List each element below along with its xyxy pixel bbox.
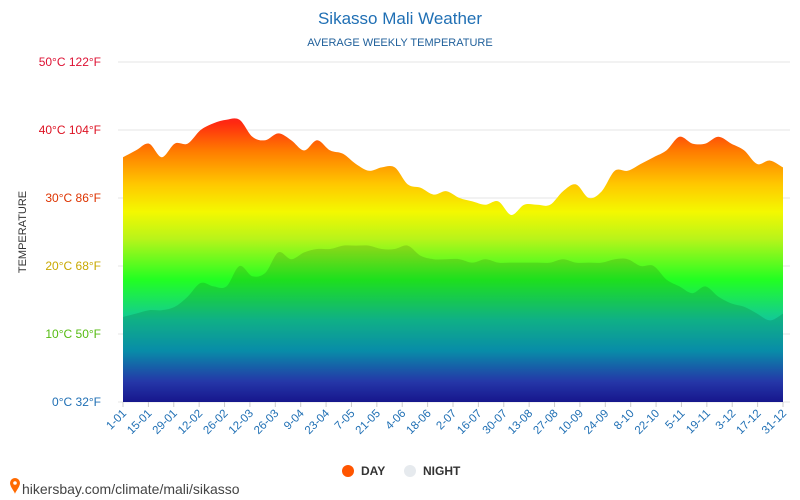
y-axis-label: TEMPERATURE [17, 191, 29, 273]
night-temperature-area[interactable] [123, 245, 783, 402]
legend-night-marker[interactable] [404, 465, 416, 477]
x-tick-label: 30-07 [481, 408, 510, 437]
x-tick-label: 27-08 [531, 408, 560, 437]
y-tick-label: 20°C 68°F [45, 259, 101, 273]
chart-subtitle: AVERAGE WEEKLY TEMPERATURE [307, 37, 492, 49]
x-tick-label: 17-12 [734, 408, 763, 437]
legend: DAY NIGHT [342, 464, 461, 478]
y-tick-label: 40°C 104°F [39, 123, 101, 137]
location-pin-dot [13, 481, 17, 485]
x-tick-label: 21-05 [354, 408, 383, 437]
night-temperature-shade [123, 245, 783, 402]
x-tick-label: 10-09 [557, 408, 586, 437]
location-pin-icon [10, 478, 20, 494]
x-tick-label: 12-03 [227, 408, 256, 437]
x-tick-label: 19-11 [684, 408, 713, 437]
x-tick-label: 16-07 [455, 408, 484, 437]
y-tick-label: 10°C 50°F [45, 327, 101, 341]
legend-night-label[interactable]: NIGHT [423, 464, 461, 478]
legend-day-marker[interactable] [342, 465, 354, 477]
y-tick-label: 50°C 122°F [39, 55, 101, 69]
x-tick-label: 29-01 [151, 408, 180, 437]
x-tick-label: 24-09 [582, 408, 611, 437]
x-tick-label: 22-10 [633, 408, 662, 437]
x-tick-label: 31-12 [760, 408, 789, 437]
x-tick-label: 13-08 [506, 408, 535, 437]
x-tick-label: 26-02 [201, 408, 230, 437]
temperature-areas [123, 118, 783, 402]
chart-title: Sikasso Mali Weather [318, 9, 482, 28]
y-tick-label: 30°C 86°F [45, 191, 101, 205]
y-tick-label: 0°C 32°F [52, 395, 101, 409]
x-tick-label: 23-04 [303, 407, 333, 437]
legend-day-label[interactable]: DAY [361, 464, 385, 478]
y-tick-labels: 0°C 32°F 10°C 50°F 20°C 68°F 30°C 86°F 40°C … [39, 55, 101, 409]
source-link[interactable]: hikersbay.com/climate/mali/sikasso [10, 478, 240, 497]
x-tick-label: 18-06 [404, 408, 433, 437]
x-tick-label: 15-01 [125, 408, 154, 437]
source-url[interactable]: hikersbay.com/climate/mali/sikasso [22, 481, 240, 497]
x-tick-label: 12-02 [176, 408, 205, 437]
x-tick-label: 26-03 [252, 408, 281, 437]
